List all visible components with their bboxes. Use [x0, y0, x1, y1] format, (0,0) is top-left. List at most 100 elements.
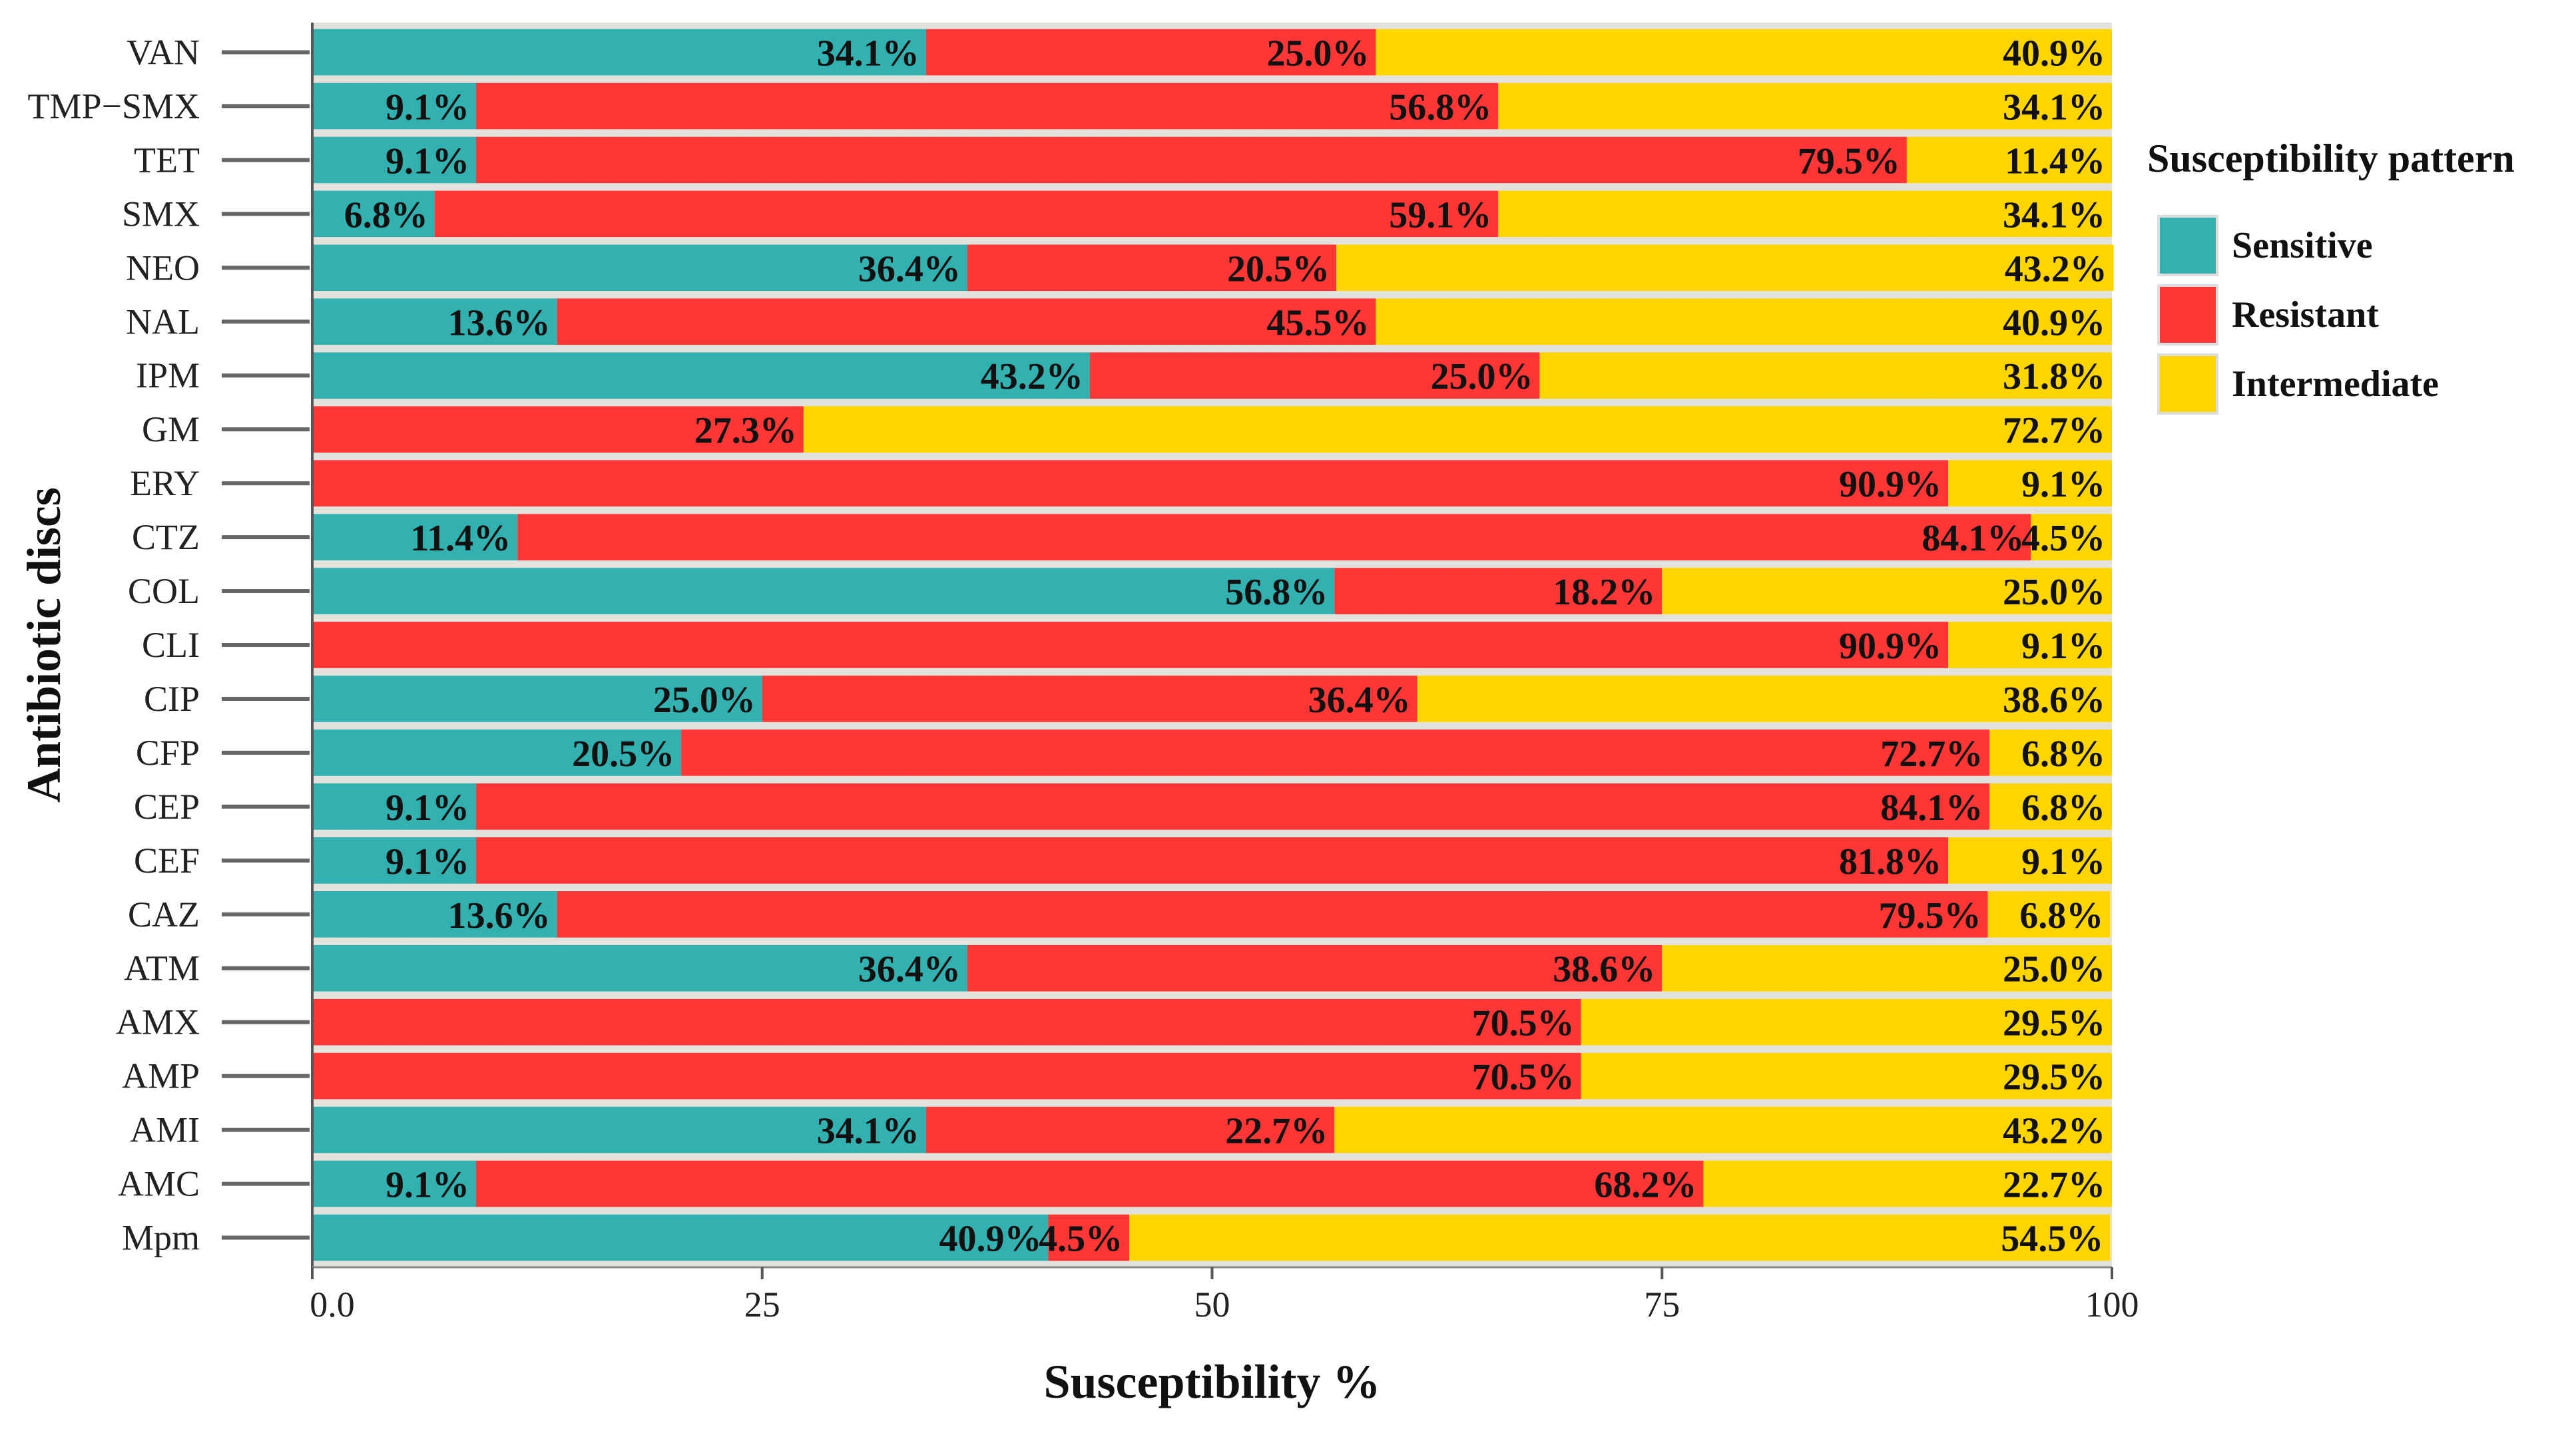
- data-label: 6.8%: [2021, 787, 2105, 829]
- data-label: 72.7%: [2003, 410, 2105, 451]
- data-label: 38.6%: [1553, 949, 1655, 990]
- y-tick-label: TMP−SMX: [27, 86, 200, 126]
- y-tick-label: NEO: [126, 248, 200, 288]
- y-tick-label: Mpm: [122, 1218, 200, 1258]
- bar-segment-resistant: [312, 622, 1949, 668]
- x-tick-label: 75: [1644, 1285, 1680, 1325]
- data-label: 13.6%: [448, 302, 551, 343]
- bar-segment-intermediate: [1376, 29, 2112, 76]
- data-label: 9.1%: [386, 1165, 469, 1206]
- data-label: 25.0%: [1266, 33, 1369, 74]
- bar-segment-intermediate: [1948, 837, 2112, 884]
- y-tick-label: ERY: [130, 463, 200, 503]
- bar-segment-intermediate: [1906, 136, 2112, 184]
- data-label: 72.7%: [1880, 733, 1983, 775]
- y-tick-label: AMP: [122, 1056, 200, 1096]
- legend-label: Intermediate: [2232, 363, 2439, 405]
- bar-segment-intermediate: [1662, 944, 2112, 992]
- data-label: 84.1%: [1880, 787, 1983, 829]
- bar-segment-resistant: [475, 136, 1907, 184]
- bar-segment-sensitive: [312, 783, 476, 830]
- data-label: 70.5%: [1472, 1003, 1575, 1044]
- data-label: 36.4%: [858, 949, 961, 990]
- bar-segment-resistant: [1048, 1214, 1130, 1261]
- data-label: 29.5%: [2003, 1003, 2105, 1044]
- data-label: 25.0%: [2003, 949, 2105, 990]
- data-label: 9.1%: [386, 787, 469, 829]
- bar-segment-sensitive: [312, 568, 1335, 614]
- data-label: 79.5%: [1798, 140, 1900, 182]
- y-tick-label: CEF: [134, 841, 200, 881]
- bar-segment-intermediate: [1498, 83, 2112, 130]
- data-label: 13.6%: [448, 895, 551, 936]
- bar-segment-sensitive: [312, 1106, 926, 1153]
- data-label: 70.5%: [1472, 1057, 1575, 1098]
- y-tick-label: GM: [142, 409, 200, 449]
- x-tick-label: 25: [744, 1285, 780, 1325]
- data-label: 34.1%: [817, 1111, 919, 1152]
- bar-segment-resistant: [557, 298, 1376, 345]
- data-label: 45.5%: [1266, 302, 1369, 343]
- data-label: 22.7%: [2003, 1165, 2105, 1206]
- y-tick-label: CAZ: [128, 895, 200, 934]
- bar-segment-sensitive: [312, 514, 518, 560]
- data-label: 43.2%: [2003, 1111, 2105, 1152]
- data-label: 40.9%: [939, 1219, 1042, 1260]
- data-label: 9.1%: [386, 87, 469, 128]
- data-label: 34.1%: [2003, 87, 2105, 128]
- bar-segment-intermediate: [1581, 998, 2112, 1046]
- y-tick-label: CFP: [136, 733, 200, 773]
- bar-segment-intermediate: [1662, 568, 2112, 614]
- data-label: 90.9%: [1839, 464, 1941, 505]
- x-tick-label: 0.0: [310, 1285, 355, 1325]
- bar-segment-sensitive: [312, 837, 476, 884]
- y-tick-label: AMI: [130, 1110, 200, 1150]
- data-label: 43.2%: [2005, 248, 2107, 290]
- data-label: 20.5%: [1227, 248, 1330, 290]
- data-label: 68.2%: [1594, 1165, 1696, 1206]
- legend-key-intermediate: [2157, 353, 2218, 415]
- data-label: 22.7%: [1225, 1111, 1328, 1152]
- data-label: 25.0%: [653, 680, 756, 721]
- bar-segment-intermediate: [1129, 1214, 2111, 1261]
- data-label: 6.8%: [2021, 733, 2105, 775]
- bar-segment-intermediate: [1989, 729, 2112, 776]
- bar-segment-intermediate: [803, 406, 2112, 453]
- y-tick-label: CLI: [142, 625, 200, 665]
- data-label: 79.5%: [1878, 895, 1981, 936]
- bar-segment-sensitive: [312, 83, 476, 130]
- x-tick-label: 100: [2085, 1285, 2139, 1325]
- data-label: 18.2%: [1553, 572, 1655, 613]
- data-label: 9.1%: [2021, 841, 2105, 883]
- bar-segment-intermediate: [1948, 622, 2112, 668]
- data-label: 40.9%: [2003, 302, 2105, 343]
- bar-segment-sensitive: [312, 352, 1090, 399]
- legend-key-resistant: [2157, 284, 2218, 345]
- bar-segment-resistant: [1334, 568, 1663, 614]
- data-label: 34.1%: [817, 33, 919, 74]
- y-tick-label: IPM: [136, 355, 200, 395]
- y-tick-label: ATM: [124, 948, 200, 988]
- bar-segment-resistant: [925, 1106, 1335, 1153]
- bar-segment-intermediate: [1989, 783, 2112, 830]
- data-label: 59.1%: [1389, 194, 1491, 236]
- data-label: 56.8%: [1389, 87, 1491, 128]
- data-label: 9.1%: [386, 140, 469, 182]
- data-label: 9.1%: [2021, 626, 2105, 667]
- legend-label: Sensitive: [2232, 225, 2373, 266]
- bar-segment-intermediate: [1417, 676, 2112, 722]
- data-label: 43.2%: [981, 356, 1083, 397]
- bar-segment-sensitive: [312, 136, 476, 184]
- data-label: 36.4%: [1308, 680, 1411, 721]
- y-tick-label: SMX: [122, 194, 200, 234]
- bar-segment-sensitive: [312, 729, 682, 776]
- bar-segment-resistant: [557, 891, 1988, 938]
- bar-segment-sensitive: [312, 944, 967, 992]
- bar-segment-intermediate: [1987, 891, 2111, 938]
- legend-key-sensitive: [2157, 215, 2218, 276]
- data-label: 11.4%: [410, 518, 511, 559]
- bar-segment-sensitive: [312, 244, 967, 292]
- y-tick-label: CIP: [144, 679, 200, 719]
- bar-segment-resistant: [312, 998, 1581, 1046]
- y-tick-label: COL: [128, 571, 200, 611]
